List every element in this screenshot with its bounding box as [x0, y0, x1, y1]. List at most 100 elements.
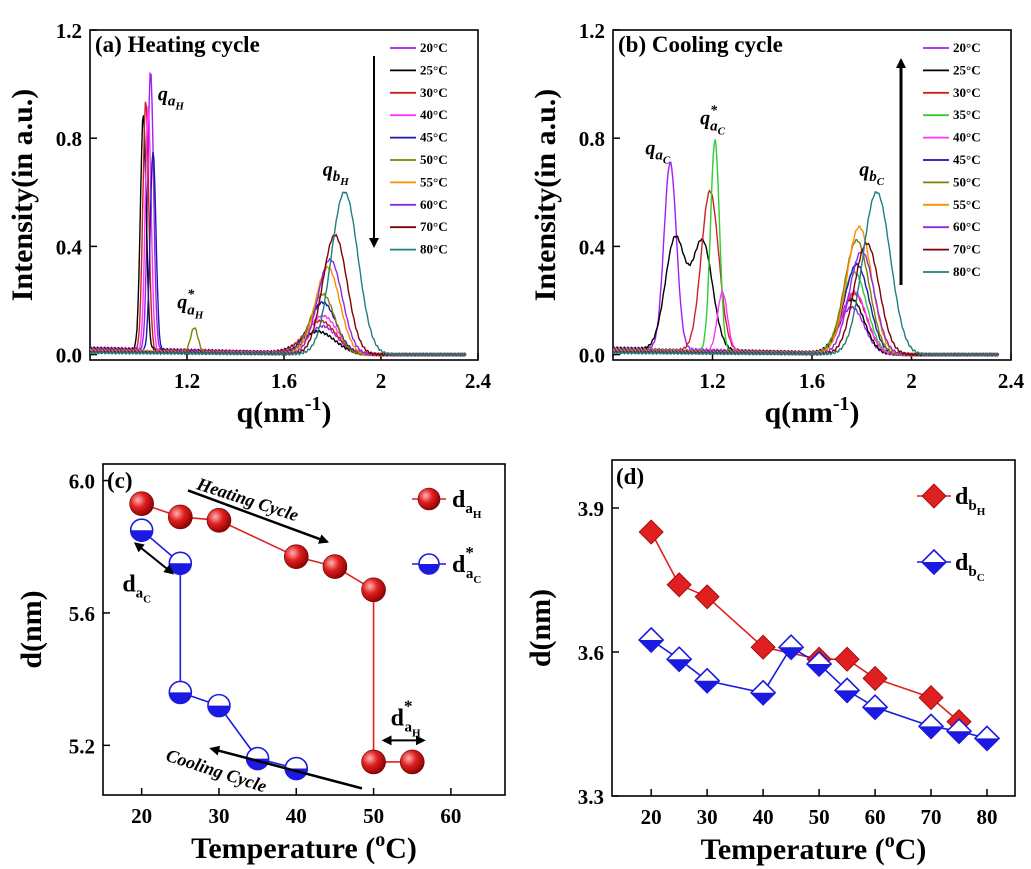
panel-c: 20 30 40 50 60 5.2 5.6 6.0 Temperature (oC) d(nm)…	[15, 463, 506, 865]
legend-label: 20°C	[953, 40, 981, 55]
peak-label: qbH	[323, 159, 350, 188]
panel-title: (c)	[107, 468, 133, 493]
x-axis-title: Temperature (oC)	[701, 830, 927, 866]
x-tick-label: 2.4	[998, 369, 1025, 393]
marker-legend-d_aC	[418, 553, 440, 575]
peak-label: qaH	[158, 83, 185, 112]
panel-a: 1.2 1.6 2 2.4 0.0 0.4 0.8 1.2 q(nm-1) Intensity(i…	[6, 19, 492, 429]
x-tick-label: 40	[753, 805, 774, 829]
x-tick-label: 1.2	[699, 369, 725, 393]
x-axis-title: Temperature (oC)	[191, 829, 417, 865]
legend-label: 80°C	[420, 242, 448, 257]
legend-label: 45°C	[953, 152, 981, 167]
plot-frame	[611, 459, 1016, 797]
series-group	[90, 71, 467, 357]
x-tick-label: 1.6	[271, 369, 297, 393]
x-tick-label: 2	[376, 369, 387, 393]
marker-d_aH	[206, 507, 232, 533]
legend-label: 50°C	[953, 174, 981, 189]
panel-title: (d)	[616, 464, 644, 489]
x-tick-label: 30	[697, 805, 718, 829]
peak-label: qbC	[859, 159, 885, 188]
marker-d_aH	[283, 544, 309, 569]
legend-label: 45°C	[420, 130, 448, 145]
d_aC-bracket	[133, 542, 175, 575]
panel-d: 20 30 40 50 60 70 80 3.3 3.6 3.9 Temperature (oC) d…	[524, 459, 1016, 866]
series-group	[613, 139, 1000, 357]
series-line-d_bH	[650, 531, 960, 723]
y-axis-title: Intensity(in a.u.)	[529, 89, 562, 302]
bracket-label-d_aH: d* aH	[391, 696, 421, 739]
cooling-arrow	[209, 745, 363, 790]
legend-label: 30°C	[420, 85, 448, 100]
panel-title: (b) Cooling cycle	[618, 32, 783, 57]
x-tick-label: 60	[865, 805, 886, 829]
series-line-40°C	[613, 289, 999, 357]
plot-frame	[612, 29, 1012, 361]
series-line-30°C	[613, 189, 1000, 357]
series-line-80°C	[613, 191, 1000, 357]
legend-label: 55°C	[953, 197, 981, 212]
y-tick-label: 0.8	[56, 127, 82, 151]
marker-d_bC	[917, 713, 945, 740]
x-tick-label: 50	[809, 805, 830, 829]
x-tick-label: 80	[977, 805, 998, 829]
series-line-70°C	[613, 241, 1000, 357]
series-line-25°C	[613, 235, 999, 357]
legend-label-d_bC: dbC	[955, 550, 985, 584]
series-line-50°C	[90, 292, 467, 357]
peak-label: qaC	[645, 137, 671, 166]
marker-d_bH	[862, 665, 888, 691]
y-tick-label: 0.0	[579, 344, 605, 368]
marker-d_aH	[322, 554, 348, 579]
series-line-50°C	[613, 239, 1000, 357]
y-tick-label: 5.6	[69, 602, 95, 626]
x-axis-title: q(nm-1)	[764, 393, 859, 429]
marker-legend-d_bC	[920, 548, 948, 576]
x-tick-label: 30	[208, 804, 229, 828]
marker-d_bC	[638, 626, 665, 654]
marker-d_aH	[361, 577, 386, 603]
y-tick-label: 0.0	[56, 344, 82, 368]
x-tick-label: 70	[921, 805, 942, 829]
marker-d_bC	[945, 718, 973, 745]
marker-d_bC	[833, 677, 861, 704]
y-tick-label: 0.4	[579, 235, 606, 259]
y-tick-label: 0.8	[579, 127, 605, 151]
series-line-45°C	[613, 262, 1000, 357]
legend-label: 80°C	[953, 264, 981, 279]
x-tick-label: 50	[363, 804, 384, 828]
marker-d*_aC	[168, 680, 193, 705]
y-tick-label: 5.2	[69, 734, 95, 758]
x-tick-label: 2	[906, 369, 917, 393]
series-line-d_aH	[141, 502, 413, 763]
marker-legend-d_aH	[417, 487, 441, 511]
x-tick-label: 20	[641, 805, 662, 829]
legend-label: 60°C	[420, 197, 448, 212]
legend-label: 30°C	[953, 85, 981, 100]
legend-label: 50°C	[420, 152, 448, 167]
marker-d_bH	[666, 572, 692, 598]
legend-label: 25°C	[953, 62, 981, 77]
y-tick-label: 1.2	[579, 19, 605, 43]
marker-legend-d_bH	[921, 483, 947, 509]
y-tick-label: 3.3	[578, 785, 604, 809]
marker-d_bH	[834, 646, 860, 672]
marker-d_aH	[129, 491, 154, 517]
y-tick-label: 3.6	[578, 641, 604, 665]
legend-label: 40°C	[953, 130, 981, 145]
peak-label: q* aC	[700, 104, 726, 138]
legend-label: 70°C	[420, 219, 448, 234]
legend-label: 20°C	[420, 40, 448, 55]
x-tick-label: 1.6	[799, 369, 825, 393]
x-tick-label: 1.2	[174, 369, 200, 393]
plot-frame	[102, 463, 506, 796]
marker-d*_aC	[207, 693, 231, 718]
marker-d_bH	[918, 685, 944, 711]
bracket-label-d_aC: daC	[122, 571, 151, 605]
legend-label: 40°C	[420, 107, 448, 122]
series-line-80°C	[90, 191, 467, 357]
legend-label: 60°C	[953, 219, 981, 234]
y-tick-label: 3.9	[578, 497, 604, 521]
